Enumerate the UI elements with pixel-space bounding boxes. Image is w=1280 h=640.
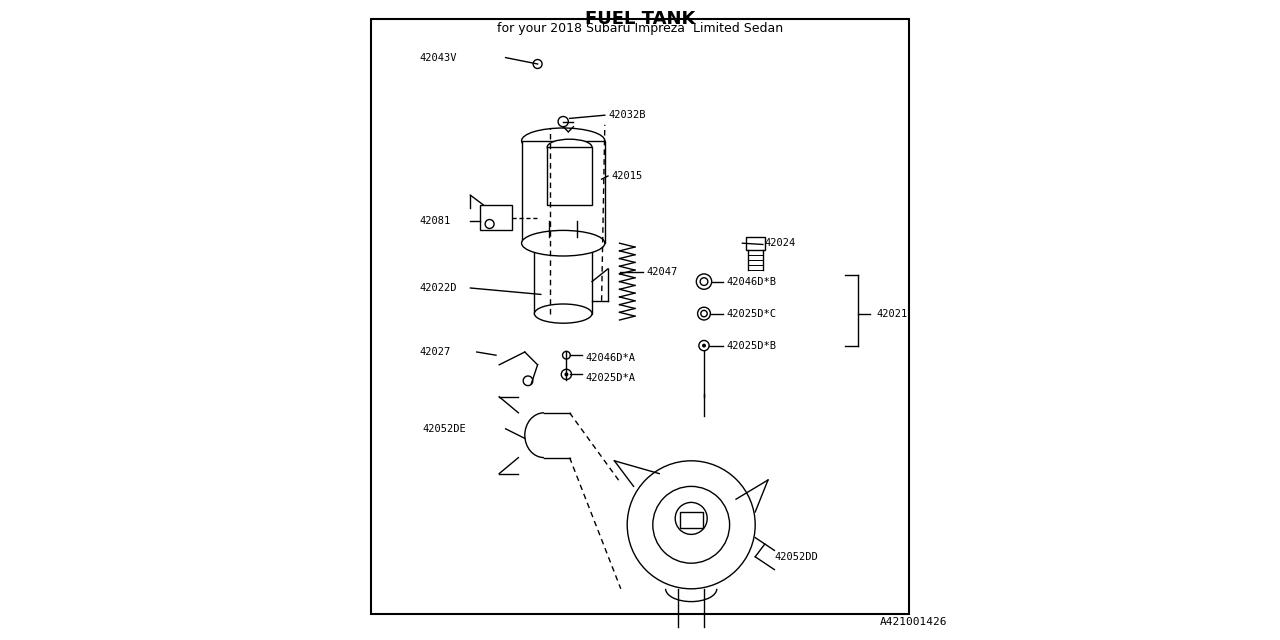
- FancyBboxPatch shape: [480, 205, 512, 230]
- FancyBboxPatch shape: [680, 512, 703, 528]
- Text: 42027: 42027: [420, 347, 451, 357]
- Text: 42015: 42015: [612, 171, 643, 181]
- Text: 42025D*A: 42025D*A: [585, 372, 636, 383]
- Text: FUEL TANK: FUEL TANK: [585, 10, 695, 28]
- Ellipse shape: [535, 304, 591, 323]
- Text: 42025D*B: 42025D*B: [727, 340, 777, 351]
- Circle shape: [700, 278, 708, 285]
- Circle shape: [563, 351, 571, 359]
- Ellipse shape: [522, 128, 605, 154]
- Text: 42032B: 42032B: [608, 110, 645, 120]
- Ellipse shape: [549, 216, 577, 226]
- Circle shape: [699, 340, 709, 351]
- Ellipse shape: [549, 232, 577, 242]
- Text: A421001426: A421001426: [879, 617, 947, 627]
- Text: 42081: 42081: [420, 216, 451, 226]
- Ellipse shape: [548, 140, 591, 156]
- Circle shape: [627, 461, 755, 589]
- Circle shape: [698, 307, 710, 320]
- Circle shape: [703, 344, 705, 347]
- FancyBboxPatch shape: [548, 147, 591, 205]
- Circle shape: [653, 486, 730, 563]
- FancyBboxPatch shape: [745, 237, 765, 250]
- Circle shape: [534, 60, 543, 68]
- Text: 42052DE: 42052DE: [422, 424, 466, 434]
- Circle shape: [701, 310, 708, 317]
- Text: 42025D*C: 42025D*C: [727, 308, 777, 319]
- FancyBboxPatch shape: [522, 141, 604, 243]
- Circle shape: [561, 369, 571, 380]
- Text: 42043V: 42043V: [420, 52, 457, 63]
- Text: for your 2018 Subaru Impreza  Limited Sedan: for your 2018 Subaru Impreza Limited Sed…: [497, 22, 783, 35]
- Text: 42046D*A: 42046D*A: [585, 353, 636, 364]
- Text: 42024: 42024: [765, 238, 796, 248]
- Ellipse shape: [522, 230, 605, 256]
- Circle shape: [676, 502, 708, 534]
- Ellipse shape: [535, 240, 591, 259]
- Text: 42021: 42021: [877, 308, 908, 319]
- Circle shape: [485, 220, 494, 228]
- Text: 42052DD: 42052DD: [774, 552, 818, 562]
- FancyBboxPatch shape: [535, 250, 591, 314]
- FancyBboxPatch shape: [371, 19, 909, 614]
- Text: 42022D: 42022D: [420, 283, 457, 293]
- Text: 42046D*B: 42046D*B: [727, 276, 777, 287]
- Circle shape: [558, 116, 568, 127]
- Circle shape: [566, 373, 568, 376]
- Text: 42047: 42047: [646, 267, 677, 277]
- Circle shape: [696, 274, 712, 289]
